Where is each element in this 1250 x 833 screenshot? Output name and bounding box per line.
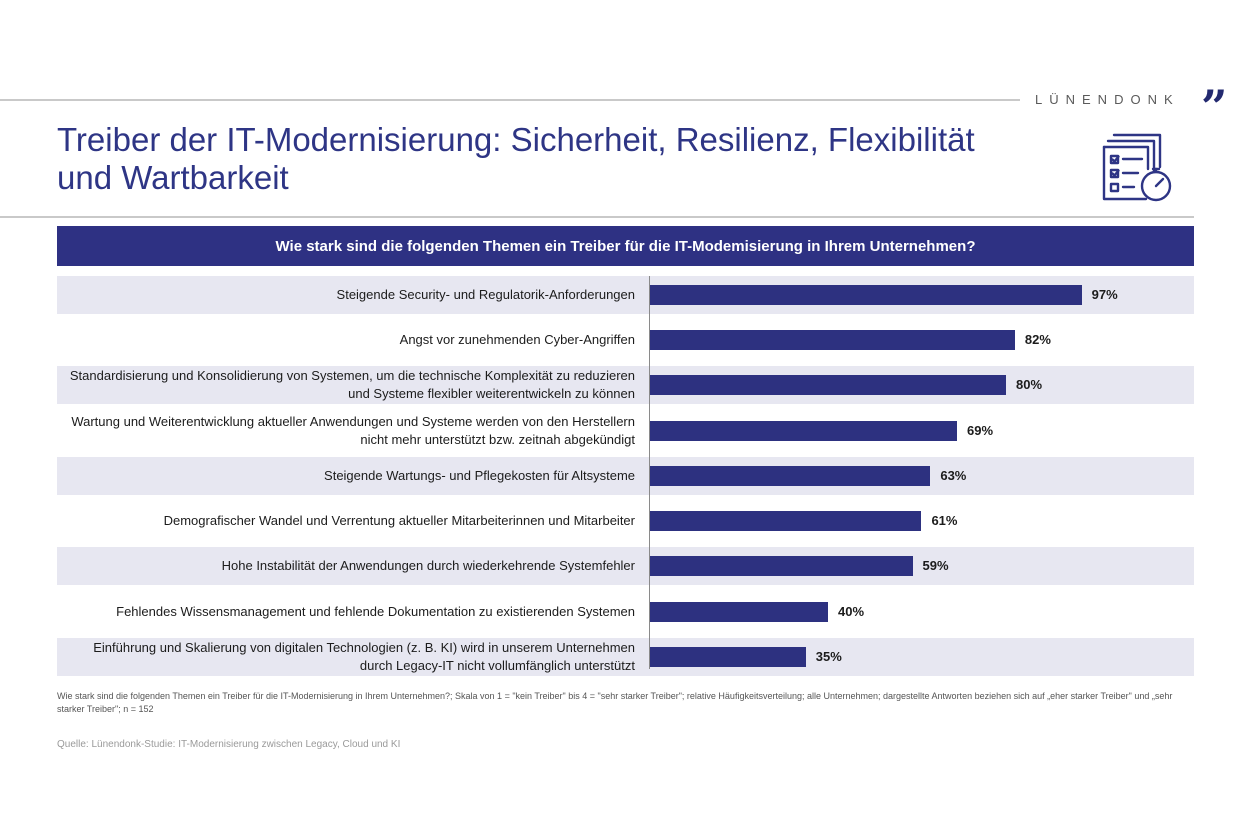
bar: [650, 420, 958, 441]
category-label: Demografischer Wandel und Verrentung akt…: [163, 513, 635, 529]
value-label: 35%: [815, 649, 842, 665]
row-band: [57, 456, 1194, 495]
category-label: Wartung und Weiterentwicklung aktueller …: [71, 413, 635, 447]
category-label: Standardisierung und Konsolidierung von …: [69, 368, 635, 402]
header-rule: [0, 99, 1020, 101]
value-label: 61%: [931, 513, 958, 529]
checklist-stopwatch-icon: [1102, 133, 1172, 202]
page-title-line-1: Treiber der IT-Modernisierung: Sicherhei…: [57, 121, 975, 158]
page-title-line-2: und Wartbarkeit: [57, 159, 289, 196]
value-label: 59%: [922, 558, 949, 574]
chart-axis-line: [649, 276, 650, 669]
row-band: [57, 547, 1194, 586]
brand-logo-text: LÜNENDONK: [1035, 91, 1180, 107]
brand-quote-mark: ”: [1201, 80, 1228, 134]
row-band: [57, 638, 1194, 677]
bar: [650, 465, 931, 486]
category-label: Fehlendes Wissensmanagement und fehlende…: [116, 603, 635, 619]
footnote: Wie stark sind die folgenden Themen ein …: [57, 691, 1173, 714]
value-label: 82%: [1024, 331, 1051, 347]
chart-title-banner: Wie stark sind die folgenden Themen ein …: [57, 226, 1194, 266]
value-label: 97%: [1091, 286, 1118, 302]
bar: [650, 647, 806, 668]
value-label: 69%: [967, 422, 994, 438]
bar: [650, 375, 1006, 396]
bar: [650, 284, 1082, 305]
category-label: Hohe Instabilität der Anwendungen durch …: [221, 558, 635, 574]
title-rule: [0, 216, 1194, 218]
value-label: 40%: [838, 603, 865, 619]
value-label: 80%: [1016, 377, 1043, 393]
source-note: Quelle: Lünendonk-Studie: IT-Modernisier…: [57, 739, 401, 750]
bar: [650, 601, 828, 622]
bar: [650, 556, 913, 577]
bar: [650, 329, 1015, 350]
category-label: Steigende Security- und Regulatorik-Anfo…: [336, 286, 635, 302]
category-label: Angst vor zunehmenden Cyber-Angriffen: [399, 331, 635, 347]
category-label: Einführung und Skalierung von digitalen …: [93, 640, 635, 674]
value-label: 63%: [940, 467, 967, 483]
category-label: Steigende Wartungs- und Pflegekosten für…: [324, 467, 635, 483]
page-title: Treiber der IT-Modernisierung: Sicherhei…: [57, 121, 1077, 197]
bar: [650, 511, 922, 532]
